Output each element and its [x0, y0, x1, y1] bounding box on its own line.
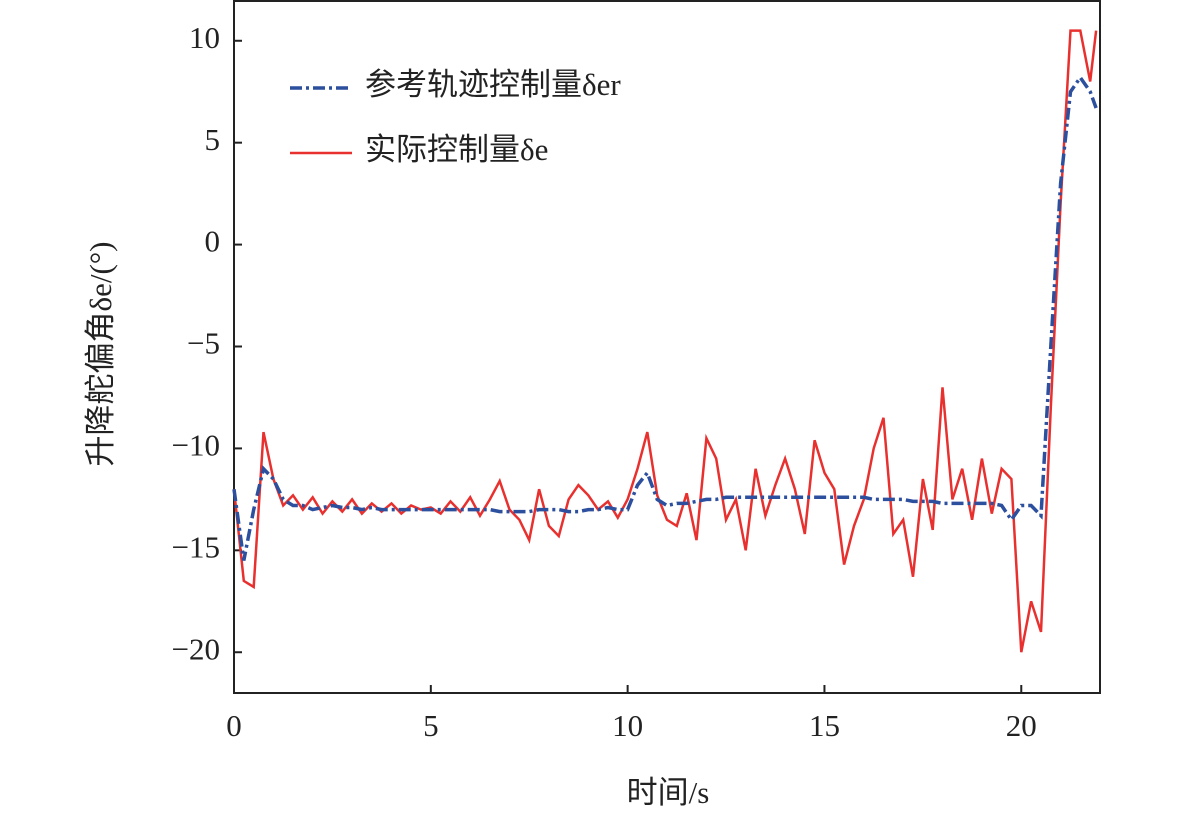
x-tick-label: 20 — [1006, 708, 1037, 743]
x-tick-label: 5 — [423, 708, 439, 743]
y-tick-label: −10 — [172, 428, 220, 463]
legend-label: 实际控制量δe — [365, 132, 548, 167]
x-tick-label: 0 — [226, 708, 242, 743]
y-tick-label: −15 — [172, 529, 220, 564]
y-tick-label: 10 — [189, 20, 220, 55]
y-tick-label: −20 — [172, 631, 220, 666]
data-line — [232, 74, 1098, 561]
x-tick-label: 10 — [612, 708, 643, 743]
x-axis-label: 时间/s — [627, 775, 710, 810]
y-tick-label: 0 — [205, 224, 221, 259]
y-tick-label: 5 — [205, 122, 221, 157]
y-tick-label: −5 — [187, 326, 220, 361]
data-line — [232, 29, 1098, 653]
plot-frame — [233, 0, 1101, 694]
x-tick-label: 15 — [809, 708, 840, 743]
legend-label: 参考轨迹控制量δer — [365, 67, 621, 102]
y-axis-label: 升降舵偏角δe/(°) — [83, 241, 118, 466]
